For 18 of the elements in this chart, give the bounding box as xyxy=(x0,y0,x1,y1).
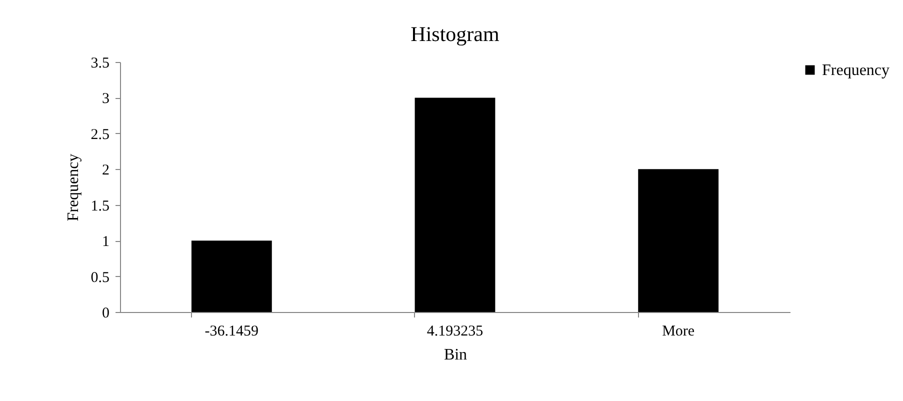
chart-title: Histogram xyxy=(410,22,500,46)
x-tick-label: 4.193235 xyxy=(426,324,484,340)
y-tick-label: 0 xyxy=(102,306,110,322)
y-axis-title: Frequency xyxy=(64,154,82,222)
legend-label: Frequency xyxy=(822,62,890,79)
bar xyxy=(638,169,719,312)
x-tick-label: More xyxy=(662,324,695,340)
x-tick-label: -36.1459 xyxy=(204,324,259,340)
bar xyxy=(414,98,496,312)
bar xyxy=(191,240,272,312)
y-tick-label: 2.5 xyxy=(90,126,110,143)
y-tick-label: 1 xyxy=(102,234,110,250)
y-tick-label: 3.5 xyxy=(90,56,110,72)
y-tick-label: 3 xyxy=(102,91,110,108)
y-tick-label: 0.5 xyxy=(90,270,110,286)
y-tick-label: 1.5 xyxy=(90,198,110,214)
y-tick-label: 2 xyxy=(102,162,110,179)
x-axis-title: Bin xyxy=(444,346,468,364)
